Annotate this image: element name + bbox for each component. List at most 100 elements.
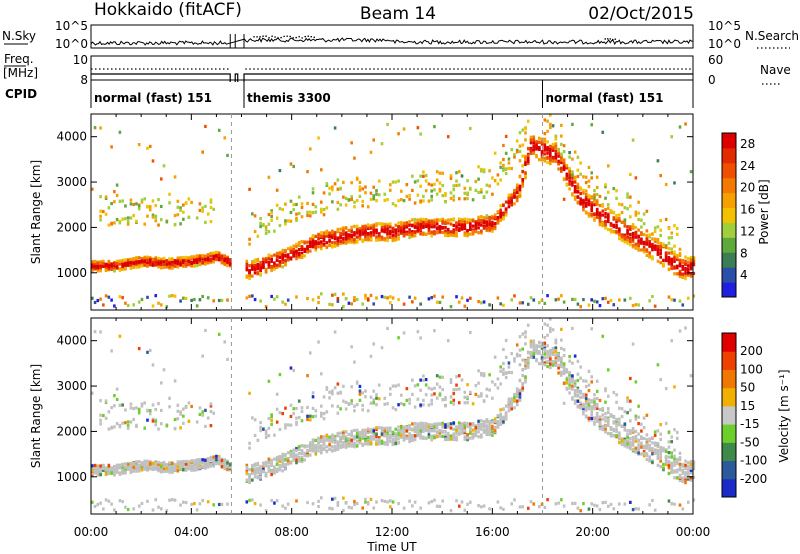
velocity-point <box>275 407 279 411</box>
power-point <box>518 301 522 305</box>
power-point <box>452 217 456 221</box>
power-point <box>350 302 353 306</box>
power-point <box>576 155 580 159</box>
power-point <box>386 235 389 239</box>
power-point <box>405 225 409 229</box>
power-point <box>554 298 558 302</box>
velocity-point <box>137 460 141 464</box>
velocity-point <box>353 437 356 441</box>
power-point <box>480 301 483 305</box>
power-point <box>612 186 616 191</box>
velocity-point <box>253 501 257 506</box>
velocity-point <box>270 422 273 426</box>
velocity-point <box>281 460 284 464</box>
velocity-point <box>251 471 254 475</box>
velocity-point <box>579 405 582 409</box>
velocity-point <box>204 458 207 462</box>
power-point <box>137 207 141 211</box>
velocity-point <box>182 461 185 465</box>
power-point <box>565 177 569 181</box>
velocity-point <box>96 467 100 471</box>
power-point <box>631 237 635 241</box>
power-point <box>350 240 353 244</box>
power-point <box>502 163 505 168</box>
velocity-point <box>543 346 547 350</box>
velocity-point <box>419 336 422 340</box>
power-point <box>499 302 502 306</box>
power-point <box>571 192 574 196</box>
power-point <box>251 274 254 278</box>
velocity-point <box>366 427 370 431</box>
power-point <box>195 263 199 268</box>
power-point <box>656 244 660 249</box>
power-point <box>253 297 257 302</box>
velocity-point <box>532 355 536 359</box>
power-point <box>455 179 458 183</box>
power-point <box>455 225 458 229</box>
velocity-point <box>364 497 367 502</box>
power-point <box>526 147 530 151</box>
velocity-point <box>308 453 312 457</box>
velocity-point <box>91 471 94 476</box>
velocity-point <box>102 468 105 472</box>
power-point <box>350 181 353 185</box>
velocity-point <box>480 422 483 427</box>
velocity-point <box>554 338 558 342</box>
power-point <box>510 203 513 207</box>
power-point <box>678 271 682 275</box>
velocity-point <box>347 441 351 445</box>
power-point <box>328 243 331 247</box>
power-point <box>256 259 260 263</box>
power-point <box>535 143 538 147</box>
velocity-point <box>587 416 591 421</box>
power-point <box>546 155 549 159</box>
velocity-point <box>554 349 558 354</box>
velocity-point <box>400 426 403 430</box>
velocity-point <box>463 437 467 441</box>
velocity-point <box>347 437 351 441</box>
power-point <box>162 263 166 267</box>
power-point <box>435 227 439 231</box>
power-point <box>187 197 191 201</box>
velocity-point <box>168 468 171 473</box>
velocity-point <box>295 449 298 453</box>
velocity-point <box>353 442 356 446</box>
velocity-point <box>413 384 417 388</box>
velocity-point <box>576 372 580 376</box>
power-point <box>477 165 480 169</box>
velocity-point <box>427 386 431 390</box>
power-point <box>546 140 549 144</box>
velocity-point <box>488 507 491 511</box>
power-point <box>518 131 522 135</box>
power-point <box>394 223 398 227</box>
power-point <box>576 200 580 204</box>
velocity-point <box>115 463 119 467</box>
velocity-point <box>386 402 389 406</box>
power-point <box>137 264 141 268</box>
velocity-point <box>568 383 571 387</box>
power-point <box>195 258 199 263</box>
velocity-point <box>568 391 571 395</box>
power-point <box>317 233 320 237</box>
velocity-point <box>358 398 362 402</box>
velocity-point <box>537 505 541 509</box>
power-point <box>198 260 202 264</box>
power-point <box>322 242 326 246</box>
power-point <box>402 221 406 225</box>
power-point <box>372 233 376 237</box>
power-point <box>322 234 326 238</box>
power-point <box>300 251 304 256</box>
velocity-point <box>435 396 439 400</box>
velocity-point <box>593 393 596 397</box>
power-point <box>361 239 364 244</box>
velocity-point <box>543 322 547 326</box>
power-point <box>686 264 690 268</box>
velocity-point <box>463 390 467 394</box>
power-point <box>217 128 221 132</box>
power-point <box>173 259 177 263</box>
power-point <box>582 297 585 302</box>
power-point <box>573 187 577 191</box>
power-point <box>416 222 420 226</box>
